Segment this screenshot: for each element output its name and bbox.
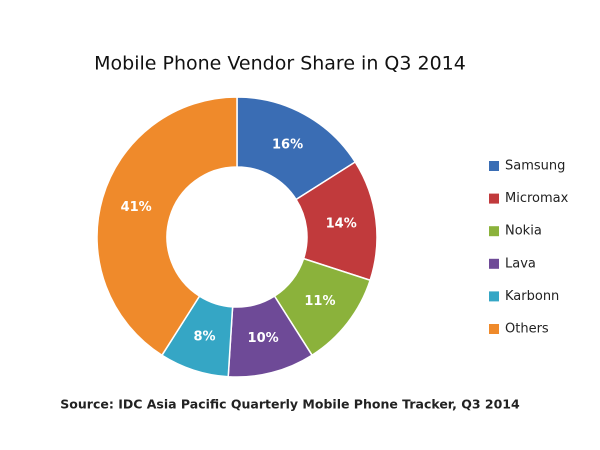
legend-label: Lava [505, 256, 536, 271]
legend-swatch [489, 291, 499, 302]
legend-swatch [489, 258, 499, 269]
data-label: 10% [248, 331, 279, 346]
donut-segment [96, 96, 238, 357]
data-label: 11% [304, 294, 335, 309]
legend-label: Nokia [505, 224, 542, 239]
source-note: Source: IDC Asia Pacific Quarterly Mobil… [60, 397, 520, 412]
legend-label: Micromax [505, 191, 569, 206]
data-label: 8% [194, 329, 216, 344]
legend-swatch [489, 193, 499, 204]
legend-label: Samsung [505, 159, 565, 174]
legend-swatch [489, 324, 499, 334]
legend-label: Others [505, 322, 549, 337]
data-label: 41% [121, 200, 152, 215]
data-label: 14% [326, 216, 357, 231]
data-label: 16% [272, 137, 303, 152]
legend-label: Karbonn [505, 289, 559, 304]
chart-title: Mobile Phone Vendor Share in Q3 2014 [94, 53, 466, 75]
legend-swatch [489, 226, 499, 237]
legend-swatch [489, 161, 499, 171]
